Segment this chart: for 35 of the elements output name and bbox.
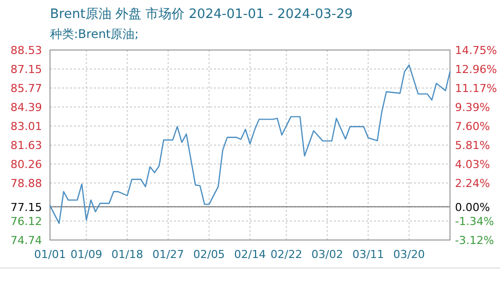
x-tick-label: 02/14	[234, 248, 266, 261]
y-tick-label: 83.01	[10, 120, 42, 134]
x-tick-label: 01/09	[70, 248, 102, 261]
y2-tick-label: 14.75%	[455, 44, 497, 57]
y-tick-label: 76.12	[10, 214, 42, 228]
x-tick-label: 03/20	[393, 248, 425, 261]
y2-tick-label: 5.81%	[455, 139, 490, 152]
y2-tick-label: 4.03%	[455, 158, 490, 171]
line-series	[49, 64, 451, 224]
y-tick-label: 88.53	[10, 44, 42, 57]
y-tick-label: 87.15	[10, 63, 42, 76]
chart-title: Brent原油 外盘 市场价 2024-01-01 - 2024-03-29	[50, 7, 353, 22]
x-tick-label: 01/01	[34, 248, 66, 261]
y-tick-label: 81.63	[10, 139, 42, 152]
y-tick-label: 74.74	[10, 234, 42, 247]
y-tick-label: 78.88	[10, 176, 42, 190]
x-tick-label: 01/27	[152, 248, 184, 261]
y-tick-label: 80.26	[10, 158, 42, 171]
y2-tick-label: -1.34%	[455, 215, 494, 228]
y2-tick-label: 2.24%	[455, 177, 490, 190]
y2-tick-label: 0.00%	[455, 200, 490, 214]
y2-tick-label: 7.60%	[455, 120, 490, 134]
y2-tick-label: 12.96%	[455, 63, 497, 76]
chart-subtitle: 种类:Brent原油;	[50, 27, 139, 41]
y-tick-label: 77.15	[10, 200, 42, 214]
x-tick-label: 02/05	[193, 248, 225, 261]
x-tick-label: 03/02	[311, 248, 344, 261]
y-tick-label: 85.77	[10, 82, 42, 96]
x-tick-label: 01/18	[111, 248, 144, 261]
x-tick-label: 02/22	[270, 248, 302, 261]
y-tick-label: 84.39	[10, 101, 42, 114]
x-tick-label: 03/11	[352, 248, 384, 261]
y2-tick-label: -3.12%	[455, 234, 494, 247]
y2-tick-label: 11.17%	[455, 82, 497, 96]
y2-tick-label: 9.39%	[455, 100, 490, 114]
